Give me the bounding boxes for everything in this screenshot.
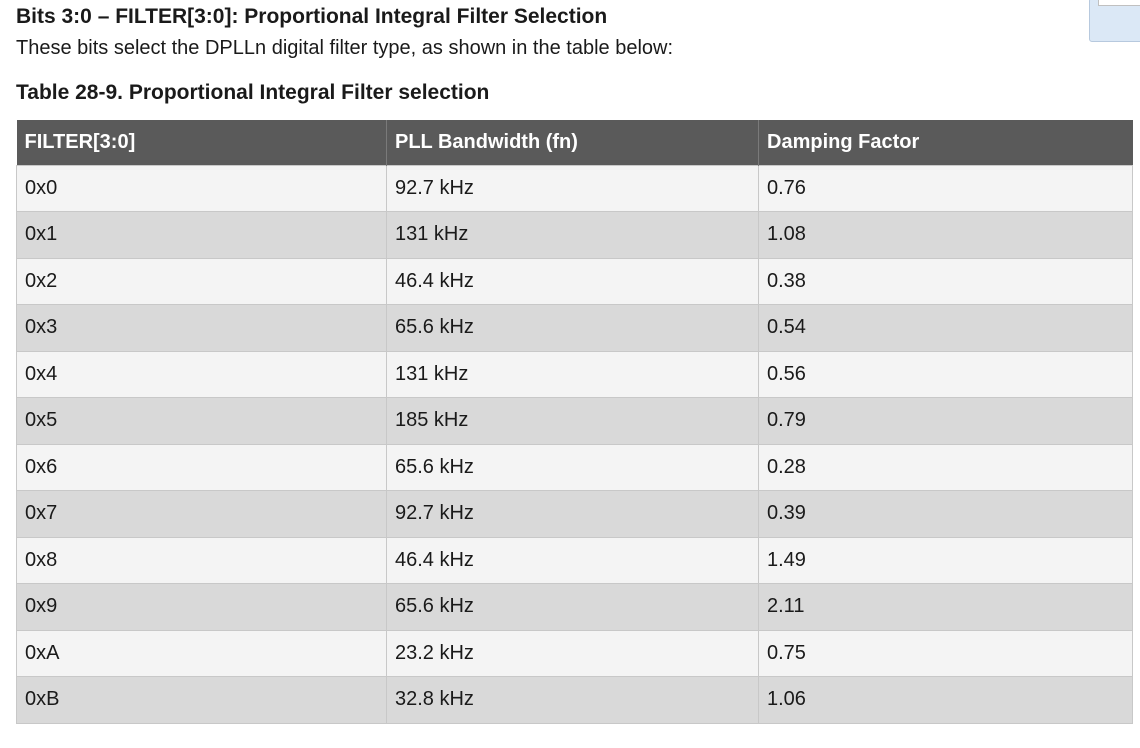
cell-filter: 0x9	[16, 583, 387, 631]
cell-filter: 0x8	[16, 536, 387, 584]
header-pll-bandwidth: PLL Bandwidth (fn)	[386, 120, 759, 165]
table-row: 0x3 65.6 kHz 0.54	[16, 304, 1133, 352]
cell-filter: 0x6	[16, 443, 387, 491]
cell-bandwidth: 23.2 kHz	[386, 629, 759, 677]
corner-widget-inner	[1098, 0, 1140, 6]
cell-filter: 0x1	[16, 211, 387, 259]
cell-damping: 0.79	[758, 397, 1133, 445]
table-row: 0x5 185 kHz 0.79	[16, 397, 1133, 445]
header-filter: FILTER[3:0]	[16, 120, 387, 165]
cell-damping: 0.76	[758, 164, 1133, 212]
cell-damping: 0.39	[758, 490, 1133, 538]
header-damping-factor: Damping Factor	[758, 120, 1133, 165]
cell-damping: 1.06	[758, 676, 1133, 724]
cell-filter: 0x3	[16, 304, 387, 352]
table-row: 0x9 65.6 kHz 2.11	[16, 583, 1133, 631]
section-description: These bits select the DPLLn digital filt…	[16, 37, 674, 59]
cell-filter: 0x4	[16, 350, 387, 398]
cell-damping: 2.11	[758, 583, 1133, 631]
table-row: 0x1 131 kHz 1.08	[16, 211, 1133, 259]
table-row: 0x4 131 kHz 0.56	[16, 350, 1133, 398]
cell-damping: 0.28	[758, 443, 1133, 491]
cell-bandwidth: 65.6 kHz	[386, 443, 759, 491]
cell-bandwidth: 131 kHz	[386, 211, 759, 259]
cell-bandwidth: 65.6 kHz	[386, 583, 759, 631]
cell-bandwidth: 32.8 kHz	[386, 676, 759, 724]
cell-filter: 0x0	[16, 164, 387, 212]
cell-filter: 0x5	[16, 397, 387, 445]
cell-bandwidth: 46.4 kHz	[386, 257, 759, 305]
cell-damping: 0.54	[758, 304, 1133, 352]
cell-bandwidth: 65.6 kHz	[386, 304, 759, 352]
table-row: 0xB 32.8 kHz 1.06	[16, 676, 1133, 724]
cell-bandwidth: 92.7 kHz	[386, 164, 759, 212]
cell-filter: 0xA	[16, 629, 387, 677]
corner-widget[interactable]	[1089, 0, 1140, 42]
cell-damping: 0.56	[758, 350, 1133, 398]
filter-selection-table: FILTER[3:0] PLL Bandwidth (fn) Damping F…	[16, 120, 1133, 724]
table-caption: Table 28-9. Proportional Integral Filter…	[16, 81, 490, 104]
table-header-row: FILTER[3:0] PLL Bandwidth (fn) Damping F…	[16, 120, 1133, 165]
table-row: 0x8 46.4 kHz 1.49	[16, 536, 1133, 584]
table-row: 0x6 65.6 kHz 0.28	[16, 443, 1133, 491]
cell-bandwidth: 46.4 kHz	[386, 536, 759, 584]
cell-damping: 0.38	[758, 257, 1133, 305]
cell-filter: 0x7	[16, 490, 387, 538]
section-heading: Bits 3:0 – FILTER[3:0]: Proportional Int…	[16, 5, 608, 28]
cell-bandwidth: 92.7 kHz	[386, 490, 759, 538]
table-row: 0x0 92.7 kHz 0.76	[16, 164, 1133, 212]
cell-bandwidth: 185 kHz	[386, 397, 759, 445]
cell-filter: 0xB	[16, 676, 387, 724]
cell-damping: 1.08	[758, 211, 1133, 259]
cell-bandwidth: 131 kHz	[386, 350, 759, 398]
table-row: 0xA 23.2 kHz 0.75	[16, 629, 1133, 677]
table-row: 0x7 92.7 kHz 0.39	[16, 490, 1133, 538]
cell-filter: 0x2	[16, 257, 387, 305]
cell-damping: 0.75	[758, 629, 1133, 677]
cell-damping: 1.49	[758, 536, 1133, 584]
table-row: 0x2 46.4 kHz 0.38	[16, 257, 1133, 305]
